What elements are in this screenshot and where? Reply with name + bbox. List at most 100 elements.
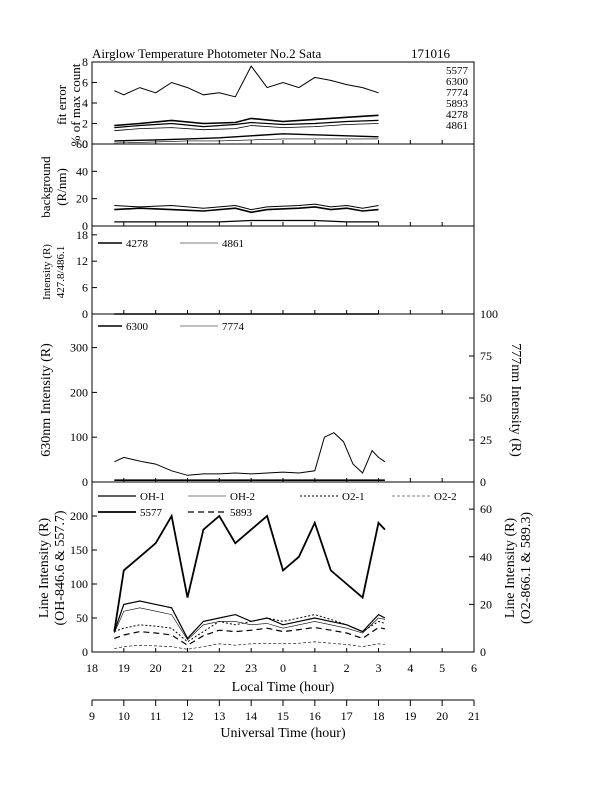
y2tick-label-3-4: 100 — [480, 307, 498, 321]
y2tick-label-4-1: 20 — [480, 597, 492, 611]
universal-time-xlabel: Universal Time (hour) — [220, 726, 346, 741]
ytick-label-1-0: 0 — [82, 219, 88, 233]
series-line-1-1 — [114, 206, 379, 214]
ut-tick-label-11: 20 — [436, 709, 448, 723]
legend-630-777: 6300 7774 — [98, 321, 245, 333]
ut-tick-label-6: 15 — [277, 709, 289, 723]
local-time-tick-9: 3 — [376, 661, 382, 675]
ytick-label-1-1: 20 — [76, 192, 88, 206]
series-line-3-0 — [114, 432, 386, 476]
local-time-tick-11: 5 — [439, 661, 445, 675]
local-time-tick-0: 18 — [86, 661, 98, 675]
ytick-label-0-0: 0 — [82, 137, 88, 151]
ut-tick-label-4: 13 — [213, 709, 225, 723]
y2tick-label-3-1: 25 — [480, 433, 492, 447]
y2tick-label-4-2: 40 — [480, 550, 492, 564]
series-line-1-2 — [114, 219, 379, 223]
ytick-label-2-1: 6 — [82, 281, 88, 295]
local-time-tick-3: 21 — [182, 661, 194, 675]
local-time-tick-12: 6 — [471, 661, 477, 675]
fit-error-right-labels: 5577 6300 7774 5893 4278 4861 — [446, 65, 469, 132]
legend-line-intensity: OH-1 OH-2 O2-1 O2-2 5577 5893 — [98, 491, 457, 519]
ytick-label-4-3: 150 — [70, 543, 88, 557]
local-time-tick-2: 20 — [150, 661, 162, 675]
background-ylabel: background — [38, 156, 53, 218]
ytick-label-3-0: 0 — [82, 475, 88, 489]
y2tick-label-4-0: 0 — [480, 645, 486, 659]
local-time-xlabel: Local Time (hour) — [232, 680, 335, 695]
chart-date: 171016 — [411, 46, 451, 61]
background-ylabel-2: (R/nm) — [54, 168, 69, 206]
series-line-0-4 — [114, 133, 379, 142]
y2tick-label-4-3: 60 — [480, 502, 492, 516]
ytick-label-0-2: 4 — [82, 96, 88, 110]
line-intensity-ylabel-2: (OH-846.6 & 557.7) — [53, 510, 68, 625]
ut-tick-label-1: 10 — [118, 709, 130, 723]
line-intensity-ylabel: Line Intensity (R) — [37, 518, 52, 619]
legend-4861: 4861 — [222, 238, 244, 250]
ytick-label-3-3: 300 — [70, 341, 88, 355]
panel-630-777-frame — [91, 313, 475, 483]
legend-oh2: OH-2 — [230, 491, 255, 503]
legend-6300: 6300 — [126, 321, 149, 333]
ytick-label-0-3: 6 — [82, 76, 88, 90]
local-time-tick-6: 0 — [280, 661, 286, 675]
ut-tick-label-7: 16 — [309, 709, 321, 723]
ytick-label-3-1: 100 — [70, 430, 88, 444]
chart-title: Airglow Temperature Photometer No.2 Sata — [92, 46, 322, 61]
line-intensity-y2label-2: (O2-866.1 & 589.3) — [519, 512, 534, 624]
ytick-label-2-3: 18 — [76, 228, 88, 242]
local-time-tick-1: 19 — [118, 661, 130, 675]
legend-o22: O2-2 — [434, 491, 457, 503]
ut-tick-label-10: 19 — [404, 709, 416, 723]
series-line-4-2 — [114, 614, 386, 643]
local-time-tick-4: 22 — [213, 661, 225, 675]
panel-background-frame — [91, 143, 475, 227]
series-line-0-2 — [114, 119, 379, 129]
intensity-630-ylabel: 630nm Intensity (R) — [39, 343, 54, 457]
fit-label-4861: 4861 — [446, 120, 468, 132]
local-time-tick-7: 1 — [312, 661, 318, 675]
fit-label-5577: 5577 — [446, 65, 469, 77]
ytick-label-4-0: 0 — [82, 645, 88, 659]
series-line-0-1 — [114, 114, 379, 127]
ytick-label-4-4: 200 — [70, 509, 88, 523]
ut-tick-label-8: 17 — [341, 709, 353, 723]
ut-tick-label-9: 18 — [373, 709, 385, 723]
legend-5577: 5577 — [140, 507, 163, 519]
legend-o21: O2-1 — [342, 491, 365, 503]
ut-tick-label-12: 21 — [468, 709, 480, 723]
intensity-427-ylabel-2: 427.8/486.1 — [55, 246, 67, 299]
local-time-tick-5: 23 — [245, 661, 257, 675]
series-line-1-0 — [114, 203, 379, 211]
ytick-label-3-2: 200 — [70, 385, 88, 399]
ytick-label-2-2: 12 — [76, 254, 88, 268]
y2tick-label-3-3: 75 — [480, 349, 492, 363]
fit-label-4278: 4278 — [446, 109, 469, 121]
panel-fit-error-frame — [91, 61, 475, 145]
ytick-label-0-4: 8 — [82, 55, 88, 69]
ytick-label-2-0: 0 — [82, 307, 88, 321]
ytick-label-1-2: 40 — [76, 164, 88, 178]
series-line-4-5 — [114, 626, 386, 646]
series-line-4-4 — [113, 513, 386, 632]
series-line-0-5 — [114, 138, 379, 144]
ut-tick-label-3: 12 — [182, 709, 194, 723]
ytick-label-4-1: 50 — [76, 611, 88, 625]
fit-error-ylabel-2: % of max count — [68, 63, 83, 146]
local-time-tick-10: 4 — [407, 661, 413, 675]
chart-marks: 0246802040600612180100200300025507510005… — [70, 55, 498, 723]
intensity-777-ylabel: 777nm Intensity (R) — [508, 343, 523, 457]
y2tick-label-3-2: 50 — [480, 391, 492, 405]
ytick-label-0-1: 2 — [82, 117, 88, 131]
legend-oh1: OH-1 — [140, 491, 165, 503]
fit-label-5893: 5893 — [446, 98, 469, 110]
fit-error-ylabel: fit error — [54, 84, 69, 125]
ytick-label-4-2: 100 — [70, 577, 88, 591]
series-line-0-0 — [114, 65, 379, 98]
ut-tick-label-2: 11 — [150, 709, 162, 723]
line-intensity-y2label: Line Intensity (R) — [503, 518, 518, 619]
ytick-label-1-3: 60 — [76, 137, 88, 151]
y2tick-label-3-0: 0 — [480, 475, 486, 489]
